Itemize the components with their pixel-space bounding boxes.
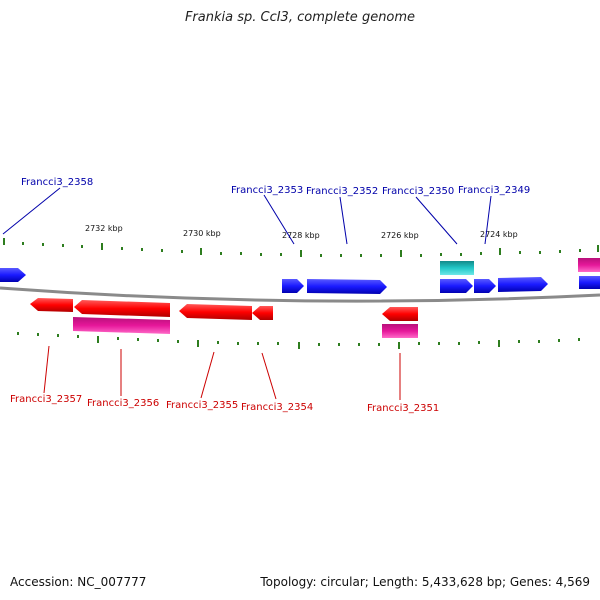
cds-francci3-2356[interactable] <box>73 317 170 334</box>
tick-label-2730: 2730 kbp <box>183 229 221 238</box>
gene-francci3-2350[interactable] <box>440 279 473 293</box>
cds-francci3-2351[interactable] <box>382 324 418 338</box>
gene-francci3-2355[interactable] <box>179 304 252 320</box>
label-francci3-2356[interactable]: Francci3_2356 <box>87 398 159 409</box>
leader-lines-reverse <box>43 345 401 400</box>
tick-label-2724: 2724 kbp <box>480 230 518 239</box>
map-title: Frankia sp. CcI3, complete genome <box>184 10 416 25</box>
accession-text: Accession: NC_007777 <box>10 575 147 589</box>
label-francci3-2353[interactable]: Francci3_2353 <box>231 185 303 196</box>
gene-francci3-2353[interactable] <box>282 279 304 293</box>
label-francci3-2350[interactable]: Francci3_2350 <box>382 186 454 197</box>
genome-summary-text: Topology: circular; Length: 5,433,628 bp… <box>260 575 590 589</box>
gene-francci3-2358[interactable] <box>0 268 26 282</box>
label-francci3-2358[interactable]: Francci3_2358 <box>21 177 93 188</box>
gene-francci3-2349[interactable] <box>498 277 548 292</box>
label-francci3-2357[interactable]: Francci3_2357 <box>10 394 82 405</box>
cyan-feature-2350[interactable] <box>440 261 474 275</box>
label-francci3-2352[interactable]: Francci3_2352 <box>306 186 378 197</box>
label-francci3-2351[interactable]: Francci3_2351 <box>367 403 439 414</box>
gene-francci3-2349a[interactable] <box>474 279 496 293</box>
tick-marks-top <box>3 238 599 257</box>
leader-lines-forward <box>2 187 492 245</box>
tick-label-2732: 2732 kbp <box>85 224 123 233</box>
gene-francci3-2357[interactable] <box>30 298 73 312</box>
cds-right-edge-top[interactable] <box>578 258 600 272</box>
gene-francci3-2351[interactable] <box>382 307 418 321</box>
gene-francci3-2354[interactable] <box>252 306 273 320</box>
gene-francci3-2352[interactable] <box>307 279 387 294</box>
tick-marks-bottom <box>17 332 580 349</box>
gene-francci3-2356[interactable] <box>74 300 170 317</box>
label-francci3-2349[interactable]: Francci3_2349 <box>458 185 530 196</box>
tick-label-2726: 2726 kbp <box>381 231 419 240</box>
tick-label-2728: 2728 kbp <box>282 231 320 240</box>
label-francci3-2355[interactable]: Francci3_2355 <box>166 400 238 411</box>
label-francci3-2354[interactable]: Francci3_2354 <box>241 402 313 413</box>
genome-backbone <box>0 286 600 303</box>
gene-right-edge-forward[interactable] <box>579 276 600 289</box>
